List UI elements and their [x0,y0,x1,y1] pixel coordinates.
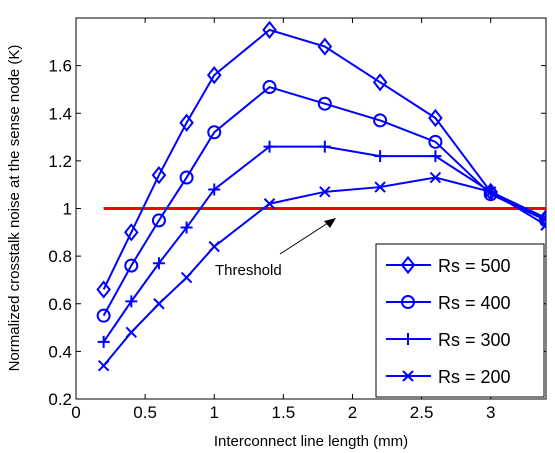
y-tick-label: 0.8 [48,247,72,266]
x-tick-label: 0.5 [133,403,157,422]
data-point [151,166,167,185]
x-axis-label: Interconnect line length (mm) [214,433,408,450]
data-point [96,308,111,323]
x-tick-label: 2 [348,403,357,422]
legend-marker [402,333,414,345]
data-point [207,125,222,140]
legend-entry: Rs = 300 [386,330,511,350]
data-point [263,140,276,153]
x-tick-label: 1 [210,403,219,422]
data-point [179,170,194,185]
legend-marker [402,370,414,382]
data-point [429,171,442,184]
data-point [318,140,331,153]
data-point [151,213,166,228]
legend-label: Rs = 300 [438,330,511,350]
series-rs-200 [97,171,546,372]
data-point [428,108,443,128]
y-axis-label: Normalized crosstalk noise at the sense … [6,45,23,372]
y-tick-label: 0.6 [48,295,72,314]
series-line [102,28,546,290]
data-point [153,298,165,310]
data-point [262,80,277,95]
y-tick-label: 0.2 [48,390,72,409]
threshold-arrow-head [324,218,336,228]
data-point [429,150,442,163]
data-point [125,326,138,339]
legend: Rs = 500 Rs = 400 Rs = 300 Rs = 200 [375,243,545,398]
threshold-arrow-line [279,220,332,255]
data-point [152,257,165,270]
data-point [124,223,139,242]
series-rs-300 [97,140,546,348]
data-point [373,113,388,128]
series-layer [96,20,546,372]
data-point [180,271,193,284]
y-tick-label: 0.4 [48,342,72,361]
data-point [484,186,497,198]
legend-label: Rs = 400 [438,293,511,313]
data-point [317,96,332,111]
data-point [206,66,222,85]
series-rs-400 [96,80,546,323]
data-point [97,359,110,372]
data-point [319,186,331,198]
legend-entry: Rs = 500 [386,255,511,276]
data-point [96,280,111,299]
data-point [374,150,387,163]
threshold-label: Threshold [215,262,282,279]
data-point [372,73,388,92]
data-point [179,113,194,132]
data-point [263,198,276,210]
legend-marker [401,295,415,309]
x-tick-label: 3 [486,403,495,422]
data-point [180,221,193,234]
data-point [540,219,546,231]
data-point [124,258,139,273]
legend-marker [400,255,416,275]
data-point [125,295,138,308]
x-tick-label: 2.5 [410,403,434,422]
y-tick-label: 1.2 [48,152,72,171]
legend-entry: Rs = 400 [386,293,511,313]
data-point [208,183,221,196]
y-tick-label: 1 [63,200,72,219]
data-point [374,181,386,193]
x-tick-label: 0 [71,403,80,422]
series-line [102,85,546,317]
data-point [428,134,443,149]
legend-label: Rs = 200 [438,367,511,387]
x-tick-label: 1.5 [272,403,296,422]
legend-entry: Rs = 200 [386,367,511,387]
data-point [208,240,220,253]
data-point [317,37,333,56]
y-tick-label: 1.6 [48,57,72,76]
data-point [262,20,277,40]
data-point [97,335,110,348]
legend-label: Rs = 500 [438,256,511,276]
annotation-layer: Threshold [215,218,336,279]
y-tick-label: 1.4 [48,104,72,123]
